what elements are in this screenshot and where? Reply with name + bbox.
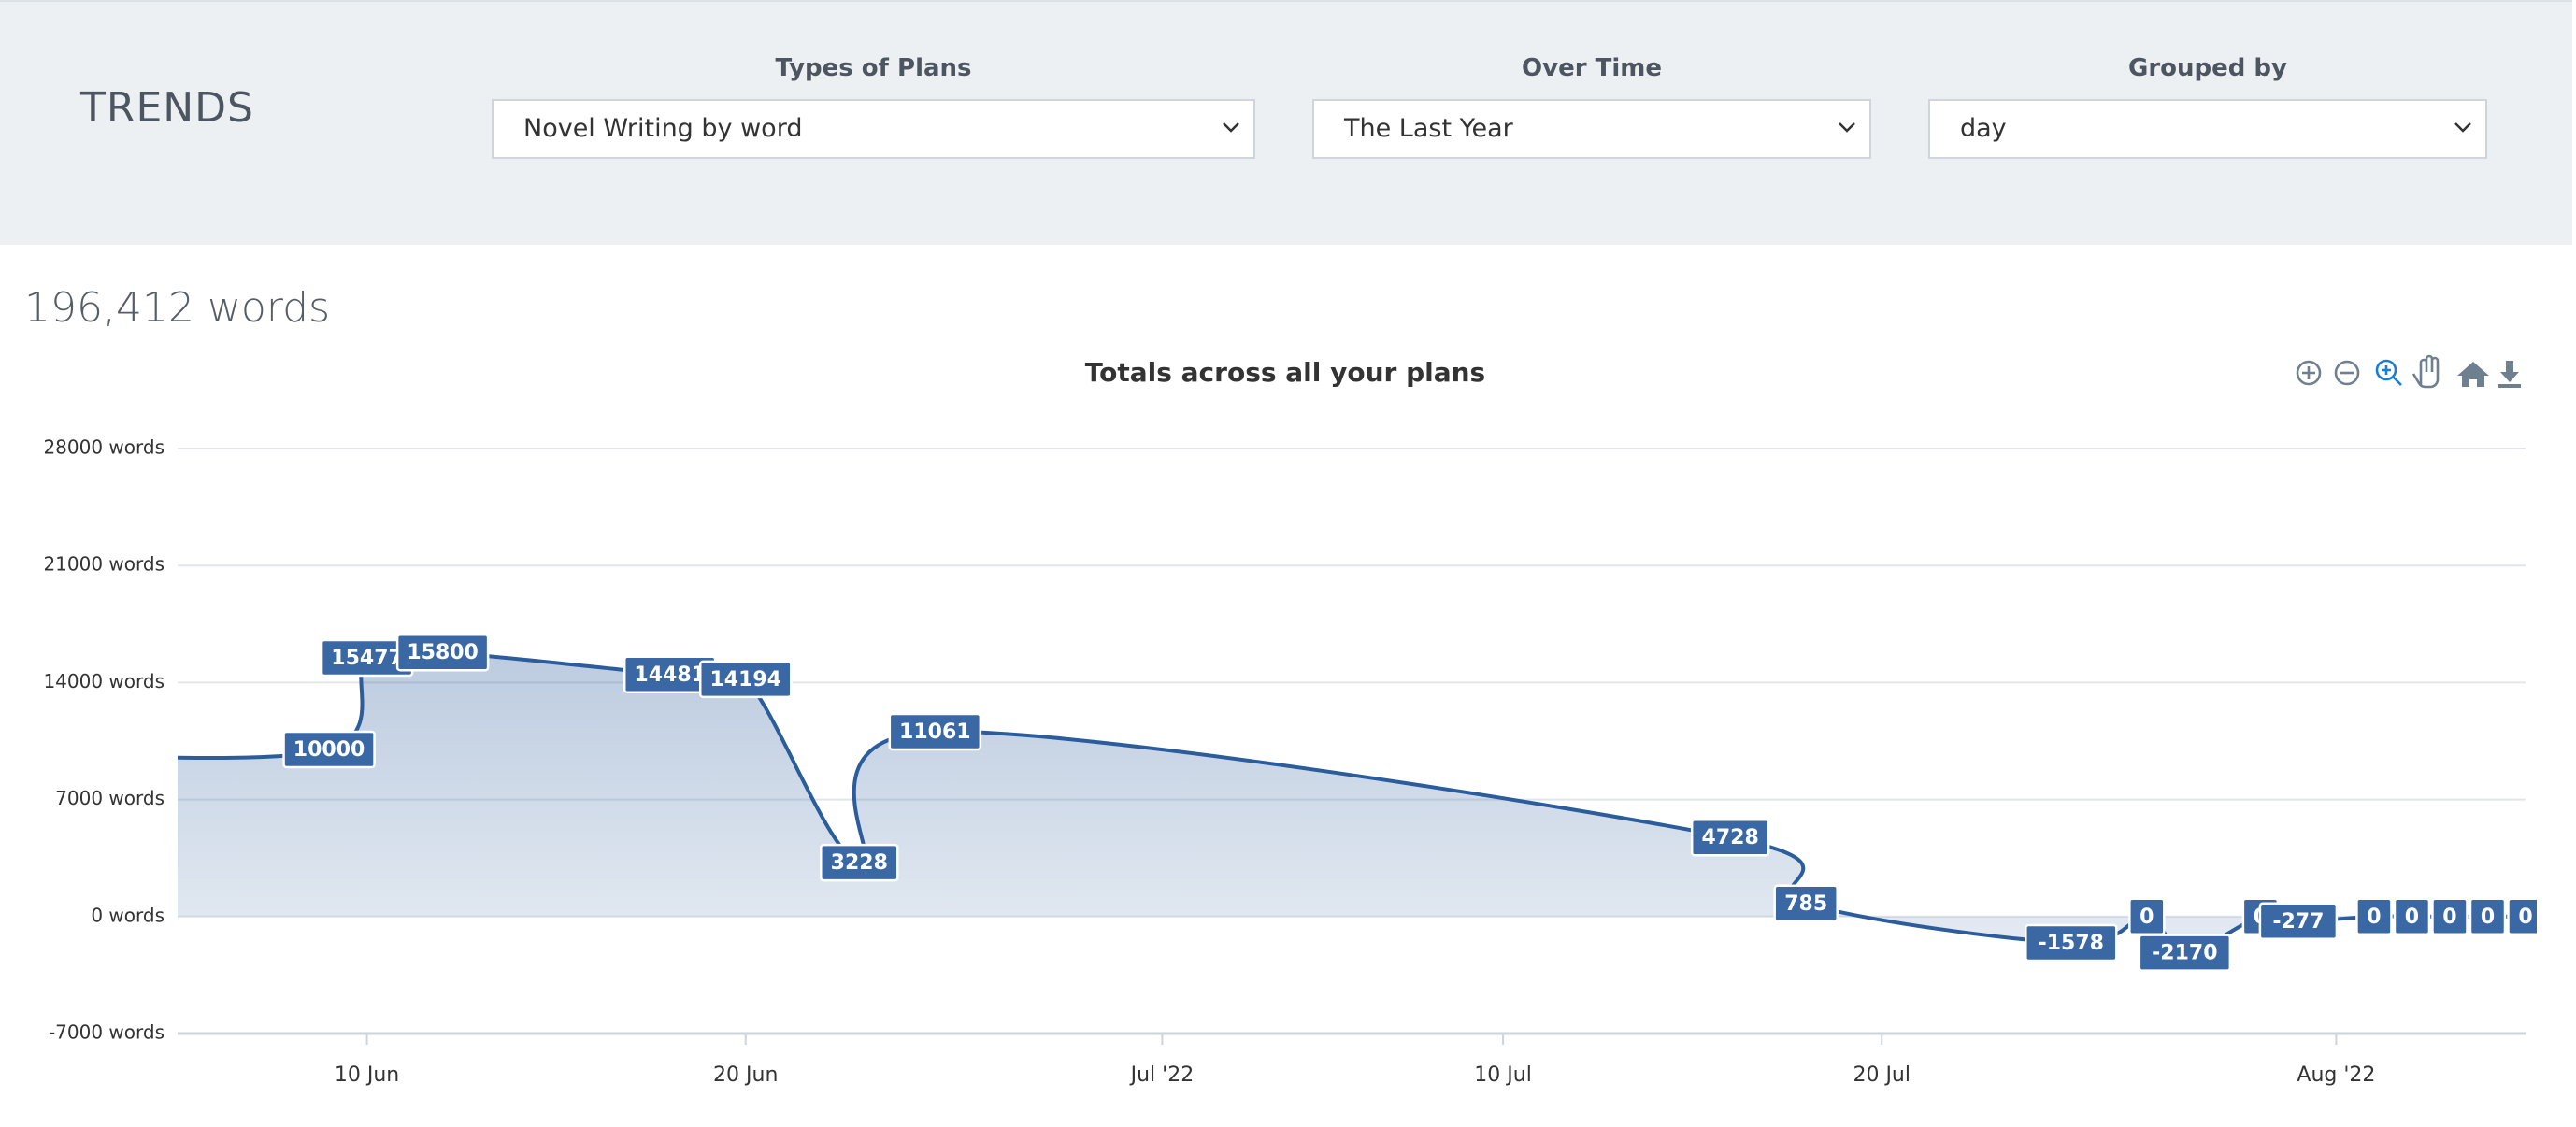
data-label: -1578	[2039, 932, 2104, 955]
data-label: 0	[2518, 906, 2532, 929]
download-button[interactable]	[2498, 361, 2521, 388]
y-tick-label: 21000 words	[43, 553, 165, 576]
zoom-select-button[interactable]	[2375, 359, 2402, 386]
data-label-box	[0, 736, 64, 772]
chart-title: Totals across all your plans	[1085, 357, 1485, 388]
data-label-box	[2393, 897, 2431, 936]
filter-label: Grouped by	[2127, 54, 2287, 82]
data-label-box	[1690, 818, 1770, 857]
x-tick-label: 10 Jun	[335, 1063, 399, 1087]
data-label: 0	[2405, 906, 2419, 929]
reset-button[interactable]	[2457, 362, 2489, 387]
data-label: 0	[2367, 906, 2381, 929]
data-label: 0	[2442, 906, 2456, 929]
pan-button[interactable]	[2411, 354, 2440, 389]
page-title: TRENDS	[80, 84, 254, 132]
y-tick-label: 14000 words	[43, 670, 165, 692]
data-label: 4728	[1702, 826, 1759, 849]
total-words: 196,412 words	[24, 284, 331, 332]
data-label: 0	[2140, 906, 2154, 929]
data-label: -277	[2272, 910, 2324, 934]
zoom-out-button[interactable]	[2334, 360, 2360, 386]
group-by-select[interactable]: day	[1928, 99, 2487, 159]
y-tick-label: 28000 words	[43, 436, 165, 459]
data-label: 14481	[634, 663, 706, 687]
data-label-box	[2355, 897, 2393, 936]
data-label: 10000	[293, 738, 365, 762]
data-label: 0	[2481, 906, 2495, 929]
data-label: 15477	[331, 647, 403, 670]
x-tick-label: 10 Jul	[1474, 1063, 1532, 1087]
data-label-box	[698, 660, 793, 699]
y-tick-label: 7000 words	[55, 787, 165, 809]
data-label: 9700	[0, 743, 55, 766]
data-label-box	[2507, 897, 2537, 936]
data-label-box	[395, 633, 490, 672]
data-label: 785	[1784, 892, 1827, 916]
select-value: The Last Year	[1344, 114, 1513, 143]
chevron	[1839, 122, 1855, 133]
filter-label: Over Time	[1522, 54, 1662, 82]
select-value: Novel Writing by word	[523, 114, 803, 143]
area	[178, 648, 2526, 953]
data-label-box	[2431, 897, 2469, 936]
data-label: 11061	[899, 720, 971, 744]
time-range-select[interactable]: The Last Year	[1312, 99, 1871, 159]
x-tick-label: Jul '22	[1129, 1063, 1195, 1087]
data-label: 14194	[709, 668, 781, 692]
chevron	[1223, 122, 1239, 133]
data-label-box	[820, 843, 899, 882]
data-label-box	[2258, 902, 2339, 941]
toolbar	[2296, 354, 2521, 389]
chevron	[2454, 122, 2471, 133]
filter-label: Types of Plans	[775, 54, 972, 82]
data-label: -2170	[2152, 942, 2217, 965]
data-label-box	[2025, 923, 2118, 963]
x-tick-label: 20 Jul	[1853, 1063, 1911, 1087]
data-label-box	[2138, 934, 2232, 972]
plan-type-select[interactable]: Novel Writing by word	[492, 99, 1255, 159]
x-tick-label: Aug '22	[2297, 1063, 2375, 1087]
y-tick-label: 0 words	[91, 904, 165, 926]
header: TRENDS Types of Plans Novel Writing by w…	[0, 0, 2572, 245]
x-tick-label: 20 Jun	[713, 1063, 778, 1087]
select-value: day	[1960, 114, 2007, 143]
data-label: 3228	[831, 851, 888, 875]
y-tick-label: -7000 words	[49, 1021, 165, 1044]
zoom-in-button[interactable]	[2296, 360, 2322, 386]
data-label-box	[888, 712, 982, 751]
data-label: 15800	[407, 641, 479, 664]
data-label-box	[282, 730, 376, 769]
data-label-box	[1773, 884, 1839, 923]
plot-area: 9700 10000 15477 15800 14481 14194 3228 11061 47…	[0, 633, 2537, 972]
data-label-box	[2469, 897, 2507, 936]
